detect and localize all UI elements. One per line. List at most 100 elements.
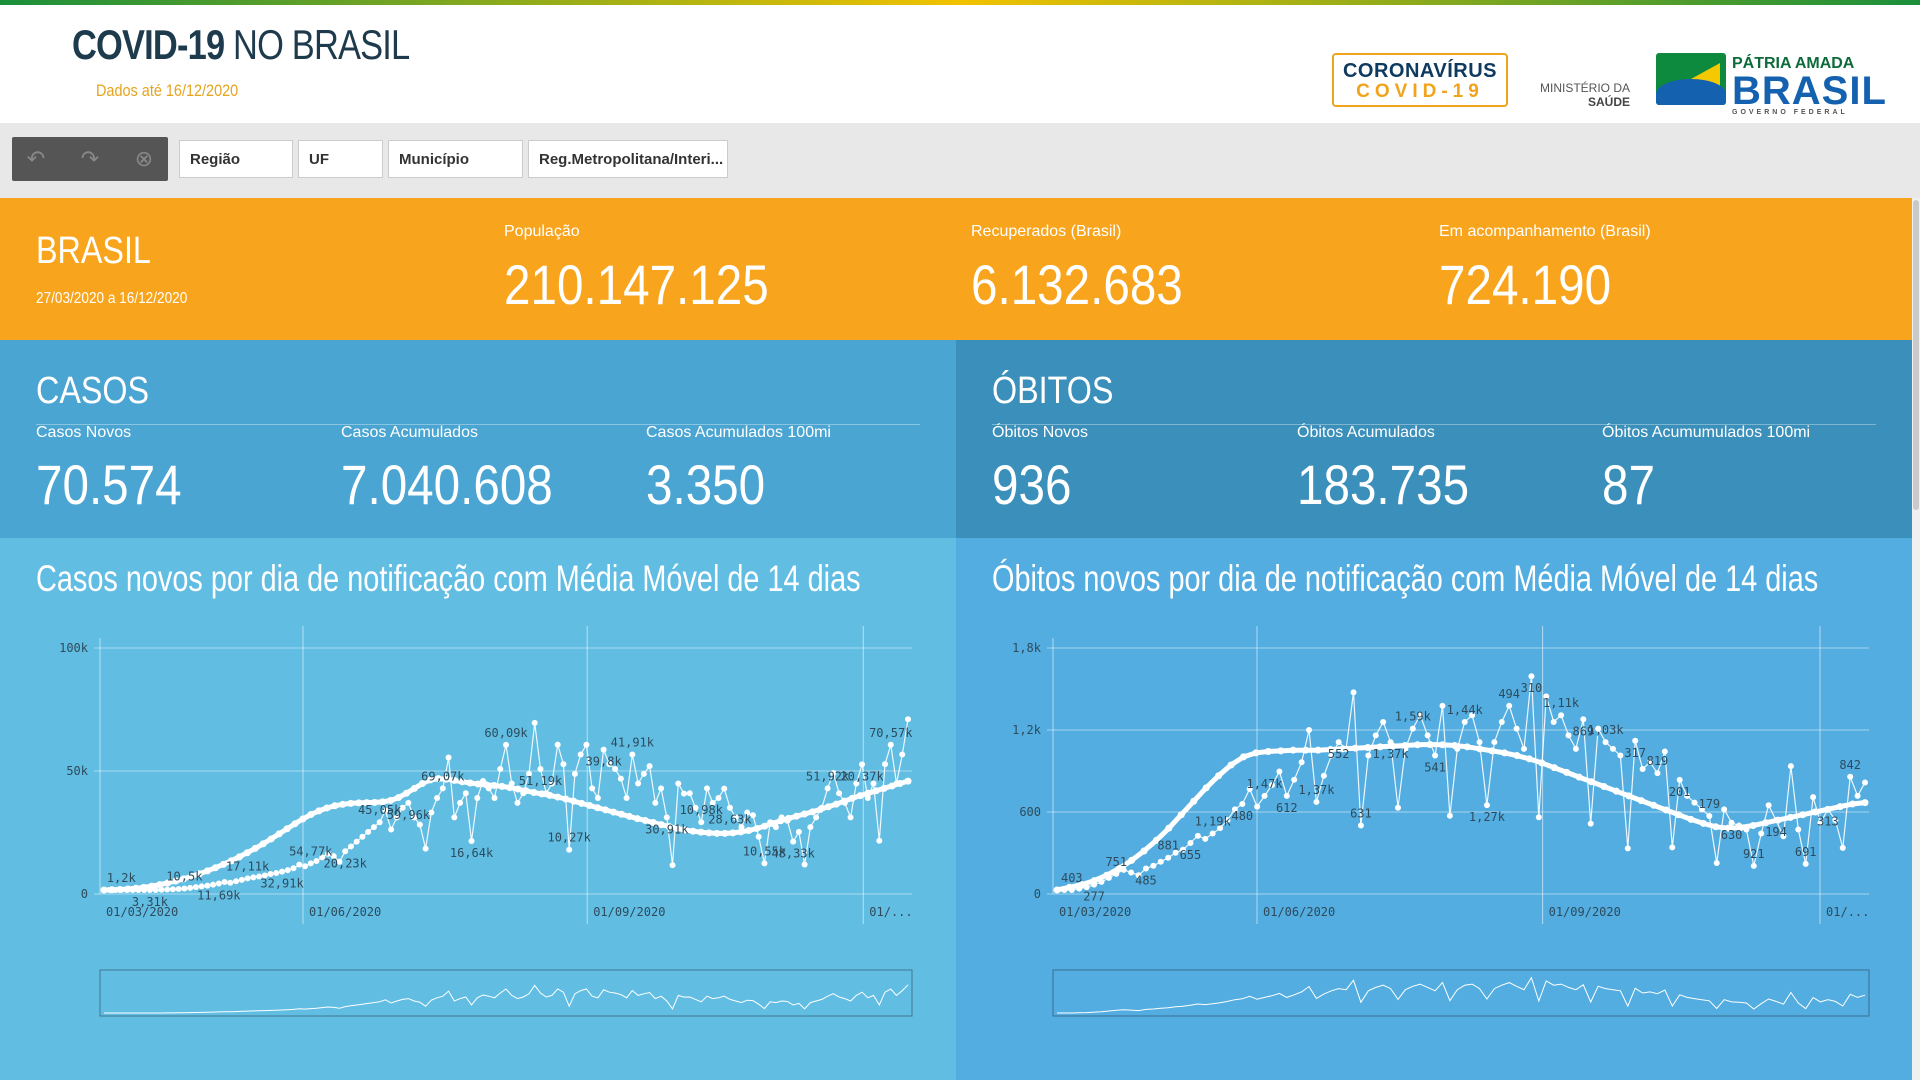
daily-point [686, 790, 693, 797]
daily-point [853, 780, 860, 787]
daily-point [261, 872, 268, 879]
average-point [458, 778, 466, 786]
daily-point [1268, 782, 1275, 789]
daily-point [233, 878, 240, 885]
daily-point [790, 838, 797, 845]
average-point [1786, 813, 1794, 821]
daily-point [1187, 839, 1194, 846]
redo-icon[interactable]: ↷ [80, 146, 100, 171]
average-point [450, 776, 458, 784]
casos-acumulados-100mi-value: 3.350 [646, 453, 766, 516]
daily-point [1513, 725, 1520, 732]
daily-point [307, 860, 314, 867]
filter-uf[interactable]: UF [298, 140, 383, 178]
daily-point [1165, 854, 1172, 861]
average-point [235, 853, 243, 861]
daily-point [1157, 858, 1164, 865]
clear-selection-icon[interactable]: ⊗ [134, 146, 154, 171]
daily-point [1394, 804, 1401, 811]
daily-point [347, 843, 354, 850]
average-point [506, 784, 514, 792]
daily-point [1372, 732, 1379, 739]
filter-municipio[interactable]: Município [388, 140, 523, 178]
average-point [1836, 803, 1844, 811]
average-point [188, 872, 196, 880]
average-point [665, 823, 673, 831]
undo-icon[interactable]: ↶ [26, 146, 46, 171]
daily-point [1817, 819, 1824, 826]
data-label: 630 [1721, 828, 1743, 842]
data-label: 655 [1180, 848, 1202, 862]
daily-point [451, 814, 458, 821]
data-date: Dados até 16/12/2020 [96, 81, 239, 100]
average-point [864, 789, 872, 797]
y-tick-label: 100k [59, 641, 89, 655]
average-point [1849, 800, 1857, 808]
page-scrollbar[interactable] [1912, 198, 1920, 1080]
daily-point [250, 874, 257, 881]
average-point [1538, 759, 1546, 767]
daily-point [606, 761, 613, 768]
x-tick-label: 01/... [1826, 905, 1869, 919]
populacao-label: População [504, 223, 580, 240]
average-point [1774, 816, 1782, 824]
obitos-chart[interactable]: 0 600 1,2k 1,8k 01/03/2020 01/06/2020 01/09/20… [956, 538, 1912, 1080]
data-label: 201 [1669, 785, 1691, 799]
data-label: 631 [1350, 806, 1372, 820]
average-point [172, 877, 180, 885]
daily-point [1854, 792, 1861, 799]
x-tick-label: 01/09/2020 [1549, 905, 1621, 919]
obitos-acumulados-100mi-label: Óbitos Acumumulados 100mi [1602, 424, 1811, 441]
average-point [1525, 755, 1533, 763]
daily-point [681, 790, 688, 797]
average-point [100, 886, 108, 894]
daily-point [629, 751, 636, 758]
data-label: 70,57k [869, 726, 913, 740]
data-label: 819 [1647, 754, 1669, 768]
daily-point [1862, 779, 1868, 786]
daily-point [1209, 830, 1216, 837]
average-point [1612, 787, 1620, 795]
patria-amada-brasil-logo: PÁTRIA AMADA BRASIL GOVERNO FEDERAL [1732, 55, 1887, 116]
data-label: 310 [1521, 681, 1543, 695]
average-point [617, 810, 625, 818]
daily-point [698, 819, 705, 826]
data-label: 11,69k [197, 888, 241, 902]
casos-chart[interactable]: 0 50k 100k 01/03/2020 01/06/2020 01/09/2020 01… [0, 538, 956, 1080]
daily-point [1580, 716, 1587, 723]
obitos-title: ÓBITOS [992, 370, 1114, 412]
daily-point [583, 741, 590, 748]
average-point [1575, 773, 1583, 781]
data-label: 1,11k [1543, 696, 1580, 710]
daily-point [1432, 752, 1439, 759]
daily-point [1380, 718, 1387, 725]
daily-point [905, 716, 911, 723]
daily-point [290, 865, 297, 872]
moving-average-line [101, 776, 911, 893]
data-label: 541 [1424, 761, 1446, 775]
casos-novos-label: Casos Novos [36, 424, 132, 441]
filter-regiao-metropolitana[interactable]: Reg.Metropolitana/Interi... [528, 140, 728, 178]
average-point [442, 775, 450, 783]
daily-point [1491, 739, 1498, 746]
scrollbar-thumb[interactable] [1913, 200, 1919, 510]
daily-point [238, 876, 245, 883]
average-point [816, 805, 824, 813]
filter-regiao[interactable]: Região [179, 140, 293, 178]
average-point [1264, 748, 1272, 756]
average-point [586, 802, 594, 810]
daily-point [658, 785, 665, 792]
divider [992, 424, 1876, 425]
average-point [1152, 836, 1160, 844]
average-point [227, 857, 235, 865]
data-label: 10,98k [680, 803, 724, 817]
average-point [1128, 856, 1136, 864]
average-point [426, 776, 434, 784]
moving-average-line [1054, 742, 1868, 893]
average-point [490, 781, 498, 789]
average-point [848, 794, 856, 802]
data-label: 1,19k [1195, 815, 1232, 829]
daily-point [675, 780, 682, 787]
daily-point [1150, 862, 1157, 869]
daily-point [847, 814, 854, 821]
